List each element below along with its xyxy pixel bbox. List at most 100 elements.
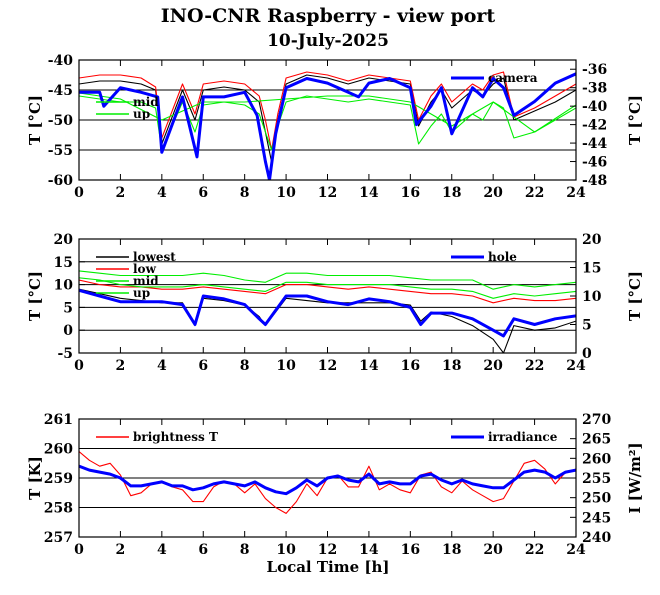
x-tick-label: 10 <box>276 185 296 201</box>
panel-brightness-irradiance: 0 2 4 6 8 10 12 14 16 18 20 22 242612602592582572702… <box>26 412 644 558</box>
y2-tick-label: 15 <box>582 261 601 277</box>
legend-label: low <box>133 262 157 276</box>
y2-tick-label: 20 <box>582 232 602 248</box>
x-tick-label: 18 <box>442 358 461 374</box>
x-tick-label: 10 <box>276 542 296 558</box>
legend-label: irradiance <box>488 430 558 444</box>
x-tick-label: 16 <box>401 358 420 374</box>
y2-tick-label: 265 <box>582 432 611 448</box>
y2-tick-label: 10 <box>582 289 602 305</box>
y2-tick-label: 270 <box>582 412 611 428</box>
series-line-mid <box>79 277 576 299</box>
x-tick-label: 4 <box>157 185 167 201</box>
series-line-up <box>79 92 576 133</box>
y2-axis-label: I [W/m²] <box>626 442 644 513</box>
y-tick-label: -55 <box>48 143 73 159</box>
chart-subtitle: 10-July-2025 <box>267 31 389 51</box>
series-line-low <box>79 279 576 304</box>
y2-tick-label: -42 <box>582 118 607 134</box>
x-tick-label: 16 <box>401 542 420 558</box>
y2-axis-label: T [°C] <box>626 271 644 321</box>
y-tick-label: -50 <box>48 113 74 129</box>
chart-title: INO-CNR Raspberry - view port <box>161 5 496 27</box>
y-tick-label: 10 <box>54 278 74 294</box>
x-tick-label: 14 <box>359 358 379 374</box>
x-tick-label: 14 <box>359 542 379 558</box>
legend-label: mid <box>133 274 159 288</box>
x-tick-label: 0 <box>74 185 84 201</box>
x-tick-label: 12 <box>318 358 337 374</box>
x-tick-label: 4 <box>157 358 167 374</box>
y-tick-label: 260 <box>44 442 73 458</box>
x-tick-label: 6 <box>198 358 208 374</box>
legend-label: up <box>133 107 150 121</box>
x-tick-label: 14 <box>359 185 379 201</box>
x-tick-label: 12 <box>318 542 337 558</box>
series-line-irradiance <box>79 464 576 496</box>
x-tick-label: 4 <box>157 542 167 558</box>
y-tick-label: 15 <box>54 255 73 271</box>
x-axis-label: Local Time [h] <box>267 558 390 576</box>
series-line-hole <box>79 288 576 338</box>
y2-tick-label: 245 <box>582 510 611 526</box>
x-tick-label: 22 <box>525 542 544 558</box>
x-tick-label: 2 <box>116 542 126 558</box>
x-tick-label: 12 <box>318 185 337 201</box>
x-tick-label: 24 <box>566 358 586 374</box>
y-tick-label: -5 <box>57 346 73 362</box>
series-line-lowest <box>79 288 576 353</box>
y-tick-label: 258 <box>44 501 73 517</box>
x-tick-label: 6 <box>198 185 208 201</box>
x-tick-label: 0 <box>74 542 84 558</box>
y-tick-label: -45 <box>48 83 73 99</box>
legend-label: camera <box>488 71 538 85</box>
x-tick-label: 22 <box>525 358 544 374</box>
x-tick-label: 20 <box>483 185 503 201</box>
series-line-s0 <box>79 74 576 163</box>
x-tick-label: 18 <box>442 542 461 558</box>
y-tick-label: -60 <box>48 173 74 189</box>
x-tick-label: 20 <box>483 542 503 558</box>
x-tick-label: 22 <box>525 185 544 201</box>
y2-tick-label: -40 <box>582 99 608 115</box>
x-tick-label: 20 <box>483 358 503 374</box>
x-tick-label: 16 <box>401 185 420 201</box>
y-tick-label: 20 <box>54 232 74 248</box>
x-tick-label: 10 <box>276 358 296 374</box>
x-tick-label: 2 <box>116 185 126 201</box>
y-tick-label: 261 <box>44 412 73 428</box>
x-tick-label: 24 <box>566 185 586 201</box>
x-tick-label: 6 <box>198 542 208 558</box>
y-axis-label: T [°C] <box>26 95 44 145</box>
series-line-camera <box>79 72 576 180</box>
y-axis-label: T [°C] <box>26 271 44 321</box>
y-tick-label: 257 <box>44 530 73 546</box>
x-tick-label: 2 <box>116 358 126 374</box>
legend-label: mid <box>133 95 159 109</box>
y2-tick-label: 0 <box>582 346 592 362</box>
y2-tick-label: 5 <box>582 318 592 334</box>
series-line-up <box>79 270 576 290</box>
x-tick-label: 18 <box>442 185 461 201</box>
x-tick-label: 8 <box>240 185 250 201</box>
y2-tick-label: -38 <box>582 81 607 97</box>
y-tick-label: 0 <box>63 323 73 339</box>
y2-tick-label: -46 <box>582 155 607 171</box>
y-tick-label: -40 <box>48 53 74 69</box>
x-tick-label: 8 <box>240 358 250 374</box>
legend-label: hole <box>488 250 517 264</box>
legend-label: lowest <box>133 250 176 264</box>
y2-tick-label: 250 <box>582 491 611 507</box>
panel-enclosure-temperatures: 0 2 4 6 8 10 12 14 16 18 20 22 2420151050-520151050T… <box>26 232 644 374</box>
x-tick-label: 0 <box>74 358 84 374</box>
y2-tick-label: 240 <box>582 530 611 546</box>
y2-tick-label: 260 <box>582 451 611 467</box>
y-axis-label: T [K] <box>26 456 44 500</box>
y2-axis-label: T [°C] <box>626 95 644 145</box>
x-tick-label: 24 <box>566 542 586 558</box>
series-line-s1 <box>79 71 576 151</box>
legend-label: brightness T <box>133 430 218 444</box>
y-tick-label: 5 <box>63 300 73 316</box>
y2-tick-label: -44 <box>582 136 608 152</box>
